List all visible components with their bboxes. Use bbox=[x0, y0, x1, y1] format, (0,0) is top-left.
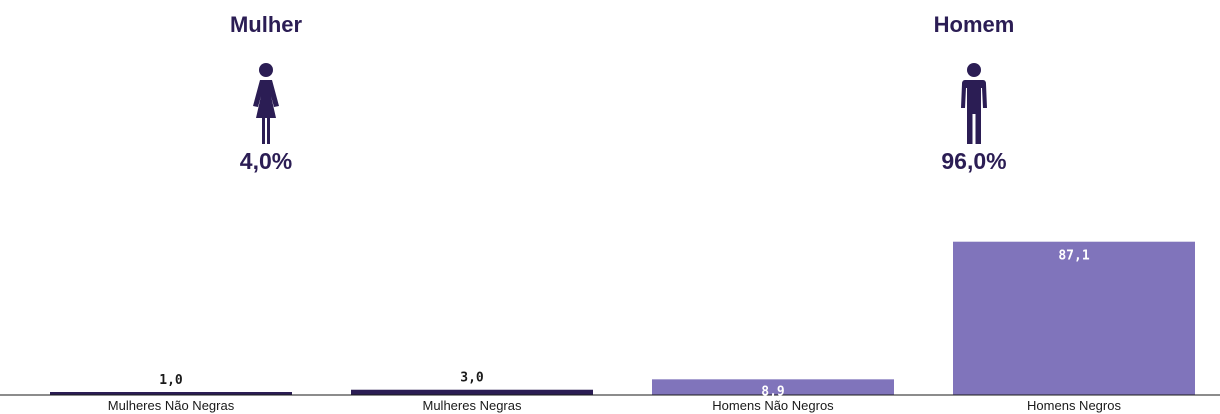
bars-group bbox=[50, 241, 1195, 395]
category-label-2: Homens Não Negros bbox=[712, 398, 834, 413]
group-percent-homem: 96,0% bbox=[941, 148, 1007, 174]
bar-value-label-1: 3,0 bbox=[460, 371, 484, 386]
bar-2 bbox=[652, 379, 894, 395]
category-label-3: Homens Negros bbox=[1027, 398, 1121, 413]
group-percent-mulher: 4,0% bbox=[239, 148, 293, 174]
bar-value-label-2: 8,9 bbox=[761, 384, 784, 399]
group-title-homem: Homem bbox=[933, 12, 1015, 37]
category-label-1: Mulheres Negras bbox=[423, 398, 522, 413]
category-label-0: Mulheres Não Negras bbox=[108, 398, 235, 413]
bar-0 bbox=[50, 392, 292, 395]
bar-3 bbox=[953, 241, 1195, 395]
bar-1 bbox=[351, 389, 593, 395]
man-icon bbox=[961, 63, 987, 144]
bar-value-label-0: 1,0 bbox=[159, 373, 183, 388]
woman-icon bbox=[253, 63, 279, 144]
group-title-mulher: Mulher bbox=[229, 12, 303, 37]
labels-group: 1,0 Mulheres Não Negras 3,0 Mulheres Negras… bbox=[108, 249, 1122, 413]
bar-value-label-3: 87,1 bbox=[1058, 249, 1089, 264]
